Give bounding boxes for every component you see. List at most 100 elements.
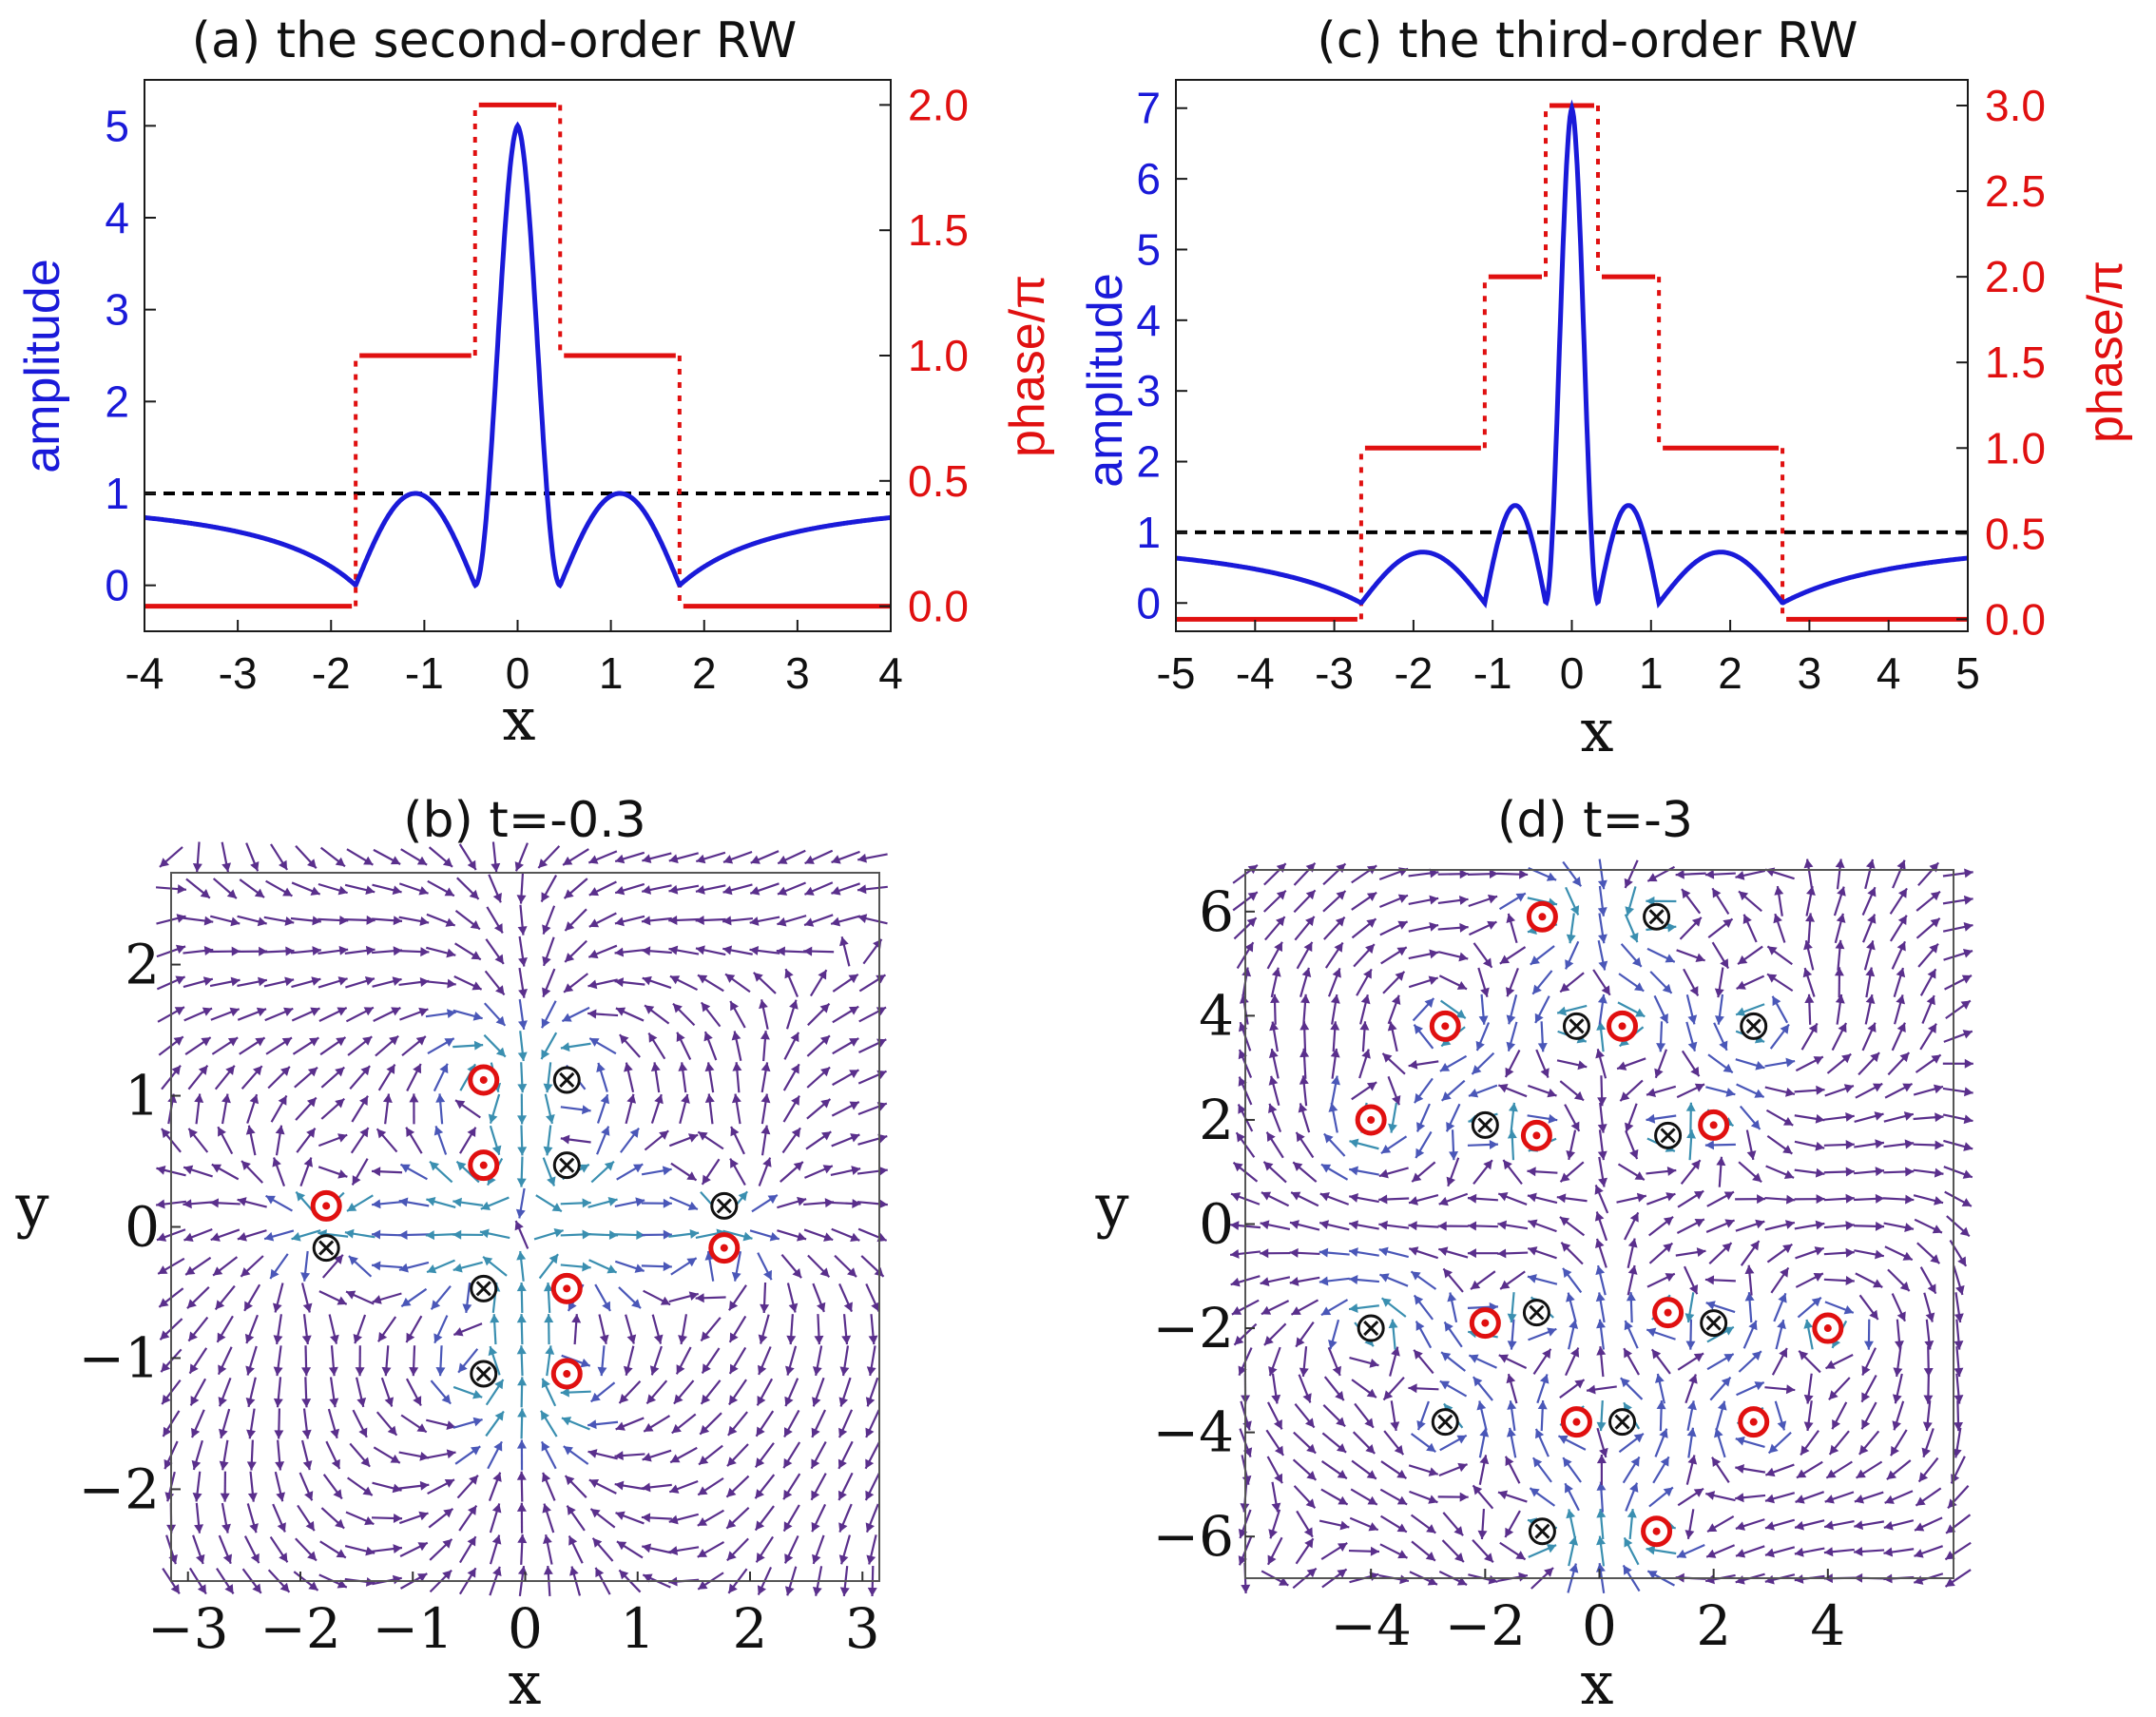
panel-b-arrow: [264, 1007, 294, 1022]
panel-b-arrow: [614, 1197, 645, 1207]
panel-b-arrow-head: [698, 1580, 708, 1590]
panel-d-arrow: [1764, 1220, 1796, 1231]
panel-b-arrow-head: [360, 1457, 371, 1467]
panel-d-arrow-head: [1896, 859, 1906, 870]
panel-b-arrow: [596, 1126, 610, 1155]
panel-d-arrow-head: [1476, 1400, 1487, 1411]
panel-d-arrow: [1735, 1058, 1765, 1071]
panel-d-ytick-label: 6: [1199, 879, 1234, 944]
panel-b-arrow-head: [644, 1422, 654, 1432]
panel-d-arrow-head: [1785, 1087, 1795, 1097]
panel-d-arrow-head: [1837, 886, 1846, 897]
panel-d-arrow-head: [1429, 868, 1439, 878]
panel-b-arrow-head: [413, 1396, 422, 1406]
panel-d-arrow-head: [1268, 1529, 1278, 1539]
panel-b-defect-dot: [563, 1284, 571, 1293]
panel-d-arrow-head: [1518, 1572, 1528, 1582]
panel-b-arrow-head: [250, 861, 260, 872]
panel-d-arrow-head: [1532, 984, 1542, 994]
panel-d-arrow-head: [1274, 941, 1282, 953]
panel-b-arrow-head: [442, 1538, 452, 1549]
panel-b-arrow-head: [272, 1157, 281, 1167]
panel-b-arrow: [350, 1127, 370, 1154]
panel-d-arrow: [1586, 1384, 1617, 1395]
panel-d-arrow: [1771, 1347, 1788, 1376]
panel-b-arrow: [803, 1228, 834, 1242]
panel-b-arrow: [488, 1345, 501, 1376]
panel-b-arrow: [263, 916, 295, 926]
panel-d-defect-dot: [1532, 1131, 1541, 1140]
panel-d-arrow-head: [1660, 1457, 1669, 1467]
panel-d-arrow: [1795, 1055, 1824, 1072]
panel-d-arrow: [1410, 1270, 1437, 1290]
panel-d-arrow-head: [1242, 1447, 1253, 1457]
panel-a: (a) the second-order RW -4 -3 -2 -1 0 1 2 3 4012…: [15, 12, 1055, 754]
panel-b-arrow-head: [279, 859, 288, 870]
panel-d-arrow: [1508, 1102, 1518, 1133]
panel-b-arrow: [221, 841, 232, 873]
panel-b-arrow: [210, 1007, 241, 1021]
panel-d-arrow-head: [1693, 1488, 1704, 1497]
panel-d-arrow-head: [1624, 1348, 1633, 1359]
panel-b-arrow-head: [355, 1367, 365, 1377]
panel-b-arrow: [781, 1127, 801, 1154]
panel-b-arrow-head: [820, 1099, 831, 1109]
panel-d-arrow: [1913, 1572, 1944, 1585]
panel-b-arrow-head: [433, 1333, 443, 1343]
panel-d-arrow-head: [1686, 1129, 1697, 1139]
panel-b-arrow: [398, 977, 430, 987]
panel-b-arrow: [409, 1345, 419, 1377]
panel-d-arrow: [1915, 1053, 1942, 1073]
panel-b-arrow-head: [820, 1067, 831, 1077]
panel-b-arrow-head: [161, 1362, 171, 1373]
panel-b-arrow-head: [472, 981, 482, 991]
panel-d-arrow-head: [1378, 1194, 1388, 1205]
panel-d-arrow-head: [1866, 940, 1876, 951]
panel-b-arrow: [587, 1230, 619, 1241]
panel-b-arrow-head: [331, 1458, 340, 1469]
panel-b-arrow: [729, 1158, 746, 1186]
panel-b-arrow-head: [455, 1100, 466, 1109]
panel-b-arrow: [452, 1385, 483, 1399]
panel-b-arrow-head: [541, 1410, 549, 1421]
panel-d-arrow-head: [1261, 1305, 1272, 1315]
panel-b-arrow-head: [516, 1345, 527, 1355]
panel-d-arrow: [1646, 1272, 1676, 1288]
panel-d-arrow-head: [1429, 895, 1439, 905]
panel-d-arrow: [1954, 1346, 1964, 1378]
panel-d-arrow: [1686, 1400, 1697, 1431]
panel-b-arrow-head: [390, 1454, 400, 1463]
panel-b-arrow: [642, 1449, 672, 1462]
panel-b-arrow-head: [431, 1300, 441, 1310]
panel-b-arrow: [399, 1007, 429, 1021]
panel-b-arrow: [263, 1229, 295, 1242]
panel-b-arrow: [596, 1093, 610, 1124]
panel-d-defect-outward: [1469, 1307, 1501, 1340]
panel-b-arrow-head: [337, 976, 348, 986]
panel-d-arrow-head: [1705, 1491, 1716, 1500]
panel-b-arrow: [782, 1095, 800, 1123]
panel-d-arrow: [1952, 1427, 1962, 1458]
panel-d-arrow: [1379, 920, 1409, 936]
panel-d-arrow: [1654, 1428, 1668, 1457]
panel-d-arrow: [1320, 1460, 1348, 1480]
panel-d-arrow: [1858, 1051, 1880, 1076]
panel-d-arrow: [1527, 1219, 1557, 1233]
panel-b-defect-cross: [716, 1198, 732, 1214]
panel-d-arrow: [1388, 1102, 1398, 1133]
panel-d-arrow-head: [1963, 922, 1973, 932]
panel-b-arrow-head: [776, 946, 785, 956]
panel-b-arrow-head: [543, 1534, 552, 1545]
panel-d-arrow: [1289, 1220, 1320, 1231]
panel-b-arrow: [216, 1315, 234, 1343]
panel-b-arrow-head: [757, 1585, 767, 1595]
panel-d-arrow: [1597, 939, 1608, 971]
panel-b-arrow-head: [517, 1408, 528, 1418]
panel-d-arrow-head: [1755, 1219, 1765, 1229]
panel-d-arrow-head: [1854, 1546, 1863, 1556]
panel-d-arrow: [1714, 967, 1724, 998]
panel-d-arrow: [1468, 1354, 1497, 1369]
panel-d-arrow: [1292, 1161, 1318, 1183]
panel-b-arrow-head: [491, 1503, 502, 1514]
panel-d-arrow: [1944, 1190, 1973, 1207]
